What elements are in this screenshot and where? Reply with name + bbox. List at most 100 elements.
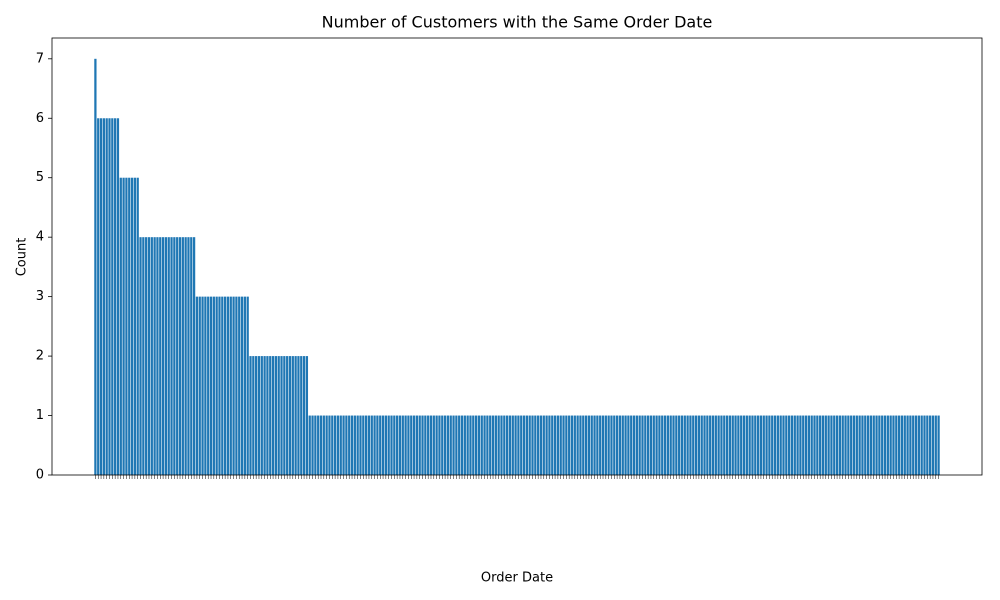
bar	[449, 415, 452, 475]
bar	[824, 415, 827, 475]
bar	[765, 415, 768, 475]
bar	[850, 415, 853, 475]
bar	[647, 415, 650, 475]
bar	[384, 415, 387, 475]
bar	[697, 415, 701, 475]
bar	[130, 177, 134, 476]
bar	[192, 237, 196, 475]
bar	[734, 415, 737, 475]
bar	[680, 415, 684, 475]
bar	[528, 415, 531, 475]
bar	[618, 415, 622, 475]
bar	[771, 415, 774, 475]
bar	[500, 415, 503, 475]
bar	[221, 296, 224, 475]
y-tick-label: 0	[36, 468, 44, 483]
bar	[903, 415, 906, 475]
bar	[446, 415, 450, 475]
bar	[779, 415, 782, 475]
bar	[892, 415, 895, 475]
bar	[756, 415, 760, 475]
bar	[833, 415, 836, 475]
bar	[246, 296, 249, 475]
bar	[539, 415, 543, 475]
bar	[458, 415, 461, 475]
bar	[548, 415, 551, 475]
bar	[827, 415, 830, 475]
bar	[565, 415, 568, 475]
bar	[503, 415, 506, 475]
bar	[900, 415, 904, 475]
bar	[283, 356, 286, 475]
bar	[111, 118, 114, 475]
bar	[568, 415, 571, 475]
bar	[821, 415, 825, 475]
bar	[209, 296, 213, 475]
bar	[161, 237, 165, 475]
bar	[401, 415, 404, 475]
bar	[187, 237, 190, 475]
bar	[627, 415, 630, 475]
bar	[776, 415, 779, 475]
bar	[582, 415, 585, 475]
bar	[145, 237, 148, 475]
bar	[807, 415, 811, 475]
bar	[711, 415, 715, 475]
bar	[745, 415, 748, 475]
bar	[785, 415, 788, 475]
bar	[376, 415, 379, 475]
bar	[881, 415, 884, 475]
bar	[308, 415, 311, 475]
bar	[672, 415, 675, 475]
bar	[333, 415, 337, 475]
bar	[407, 415, 410, 475]
bar	[542, 415, 545, 475]
bar	[796, 415, 799, 475]
y-tick-label: 5	[36, 170, 44, 185]
bar	[570, 415, 574, 475]
bar	[178, 237, 182, 475]
bar	[204, 296, 207, 475]
bar	[94, 58, 97, 476]
bar	[810, 415, 813, 475]
bar	[435, 415, 438, 475]
bar	[723, 415, 726, 475]
bar	[799, 415, 802, 475]
bar	[506, 415, 509, 475]
bar	[443, 415, 447, 475]
bar	[150, 237, 153, 475]
bar	[731, 415, 734, 475]
bar	[218, 296, 221, 475]
bar	[379, 415, 382, 475]
bar	[427, 415, 430, 475]
bar	[895, 415, 898, 475]
bar	[531, 415, 534, 475]
bar	[226, 296, 230, 475]
bar	[362, 415, 365, 475]
bar	[263, 356, 266, 475]
bar	[553, 415, 557, 475]
bar	[432, 415, 435, 475]
bar	[314, 415, 317, 475]
bar	[601, 415, 605, 475]
bar	[359, 415, 362, 475]
bar	[404, 415, 407, 475]
bar	[655, 415, 658, 475]
bar	[917, 415, 920, 475]
bar	[912, 415, 915, 475]
bar	[266, 356, 269, 475]
bar	[638, 415, 641, 475]
bar	[852, 415, 856, 475]
bar	[142, 237, 145, 475]
bar	[133, 177, 137, 476]
bar	[260, 356, 263, 475]
bar	[584, 415, 588, 475]
bar	[240, 296, 244, 475]
bar	[604, 415, 607, 475]
bar	[255, 356, 258, 475]
bar	[590, 415, 593, 475]
bar	[438, 415, 441, 475]
bar	[156, 237, 159, 475]
bar	[804, 415, 808, 475]
bar	[692, 415, 695, 475]
